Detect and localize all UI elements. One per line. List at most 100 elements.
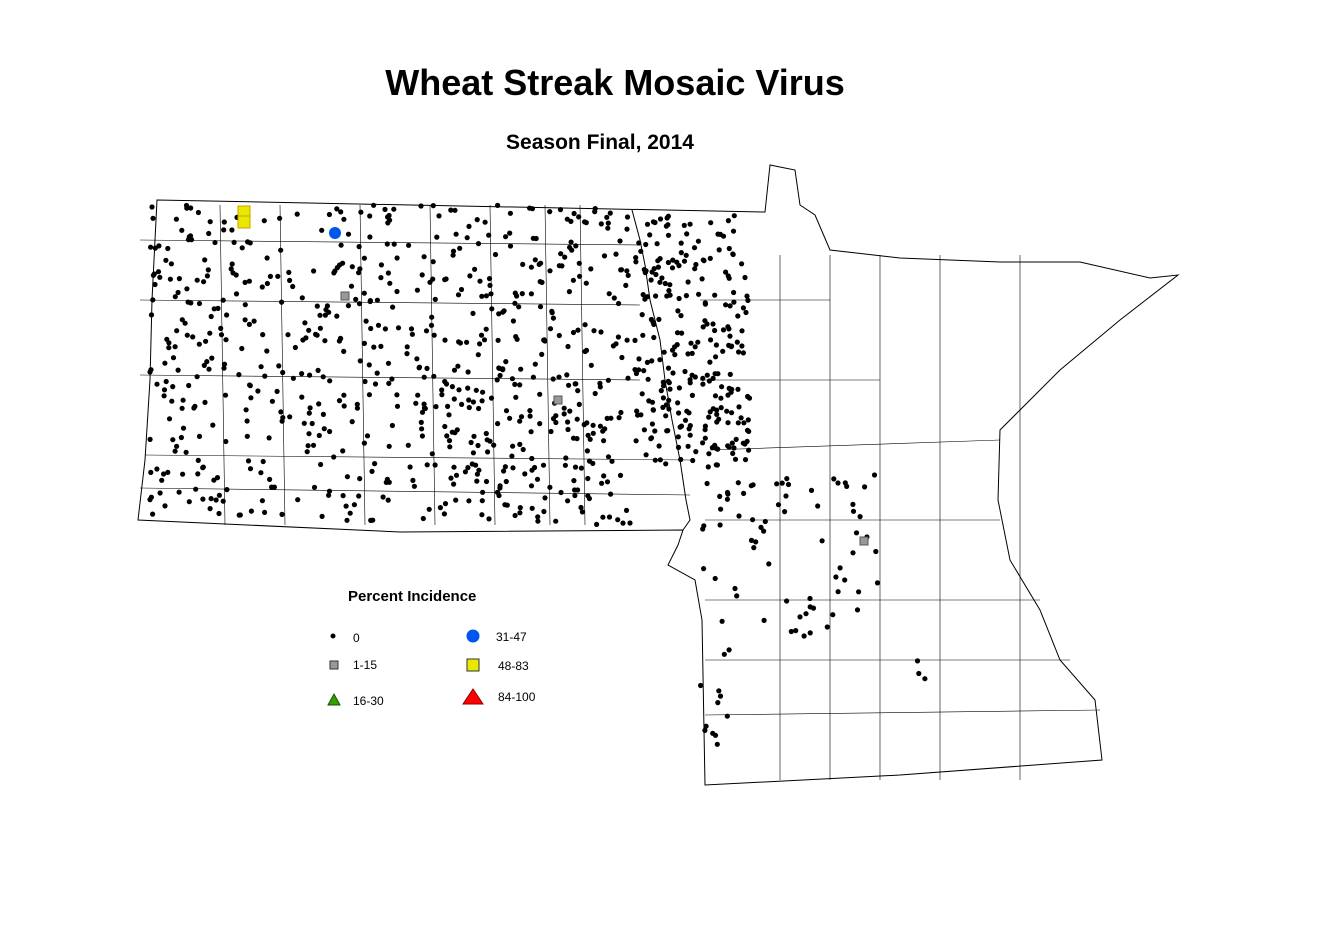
point-0 [394, 288, 400, 295]
point-0 [678, 240, 684, 246]
point-0 [459, 401, 465, 407]
point-0 [266, 435, 272, 441]
point-0 [245, 458, 252, 464]
point-0 [228, 266, 234, 272]
point-0 [462, 469, 468, 475]
point-0 [261, 218, 267, 224]
point-0 [262, 509, 268, 515]
point-0 [448, 475, 454, 481]
point-0 [717, 693, 724, 699]
point-0 [529, 455, 535, 462]
point-0 [245, 239, 251, 245]
point-0 [484, 437, 490, 443]
point-0 [303, 335, 309, 341]
point-0 [258, 470, 264, 476]
point-0 [739, 328, 745, 334]
point-0 [172, 448, 178, 454]
point-0 [479, 293, 485, 299]
point-0 [615, 334, 622, 340]
point-0 [323, 307, 329, 313]
point-0 [495, 421, 501, 427]
legend-label-48-83: 48-83 [498, 659, 529, 673]
point-0 [654, 241, 660, 247]
point-0 [775, 502, 782, 508]
point-0 [264, 280, 270, 287]
point-0 [670, 370, 676, 376]
point-0 [437, 505, 443, 511]
point-0 [807, 604, 813, 610]
point-0 [676, 295, 682, 302]
point-0 [624, 214, 631, 220]
point-0 [410, 477, 416, 483]
county-lines [139, 204, 1101, 780]
point-0 [661, 349, 667, 355]
point-0 [720, 348, 726, 354]
point-0 [155, 269, 162, 275]
point-0 [446, 412, 452, 418]
point-0 [500, 366, 506, 372]
point-0 [682, 368, 688, 375]
point-0 [566, 289, 573, 295]
point-0 [564, 372, 570, 378]
point-0 [652, 457, 658, 463]
point-0 [558, 489, 564, 496]
point-0 [357, 476, 363, 482]
point-31-47 [329, 227, 341, 239]
point-0 [739, 343, 745, 349]
point-0 [277, 215, 283, 221]
point-0 [672, 352, 678, 358]
point-0 [651, 334, 657, 341]
point-0 [414, 287, 420, 293]
point-0 [439, 392, 445, 398]
point-0 [718, 405, 724, 411]
point-0 [520, 261, 526, 267]
point-0 [356, 270, 362, 276]
point-0 [242, 279, 248, 285]
point-0 [753, 539, 759, 545]
point-0 [336, 338, 342, 344]
point-0 [262, 373, 268, 379]
point-0 [598, 329, 604, 335]
point-0 [610, 343, 617, 349]
point-0 [686, 410, 692, 416]
point-0 [604, 479, 611, 485]
point-0 [657, 279, 663, 285]
point-0 [510, 465, 516, 471]
point-0 [562, 254, 568, 260]
point-0 [305, 443, 311, 449]
point-0 [741, 420, 747, 426]
point-0 [784, 598, 790, 604]
point-0 [319, 227, 325, 233]
point-0 [317, 312, 323, 318]
point-0 [719, 384, 725, 390]
point-0 [835, 589, 841, 595]
point-0 [340, 448, 346, 454]
point-0 [704, 480, 710, 487]
point-0 [537, 421, 543, 427]
point-0 [594, 521, 600, 528]
point-0 [575, 327, 581, 333]
county-line [429, 204, 436, 526]
point-0 [271, 484, 277, 490]
point-0 [182, 320, 188, 326]
point-0 [368, 517, 374, 524]
point-0 [452, 207, 458, 213]
point-0 [537, 304, 544, 310]
point-0 [657, 256, 663, 262]
point-0 [345, 303, 351, 309]
point-0 [162, 503, 168, 509]
point-0 [318, 461, 324, 468]
point-0 [565, 426, 571, 433]
point-0 [639, 312, 645, 318]
point-0 [418, 419, 424, 425]
legend-symbols [327, 629, 484, 706]
county-line [489, 204, 496, 526]
point-0 [218, 332, 225, 338]
point-0 [715, 231, 721, 237]
point-0 [194, 374, 200, 380]
point-0 [475, 442, 481, 449]
point-0 [592, 209, 598, 215]
point-0 [358, 209, 364, 215]
point-0 [441, 511, 447, 517]
point-0 [363, 318, 369, 324]
